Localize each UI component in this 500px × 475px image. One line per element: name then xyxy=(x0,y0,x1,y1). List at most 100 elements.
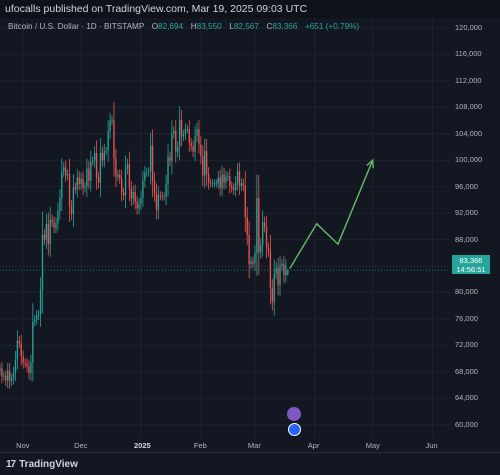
projection-group xyxy=(289,158,374,270)
flag-badge-icon[interactable] xyxy=(288,423,301,436)
projection-arrowhead xyxy=(366,158,374,169)
candle-body xyxy=(223,174,225,183)
candle-body xyxy=(271,287,273,302)
candle-body xyxy=(7,370,9,381)
open-value: 82,694 xyxy=(158,22,184,31)
candle-body xyxy=(138,203,140,209)
candle-body xyxy=(24,362,26,364)
candle-body xyxy=(68,174,71,207)
candle-body xyxy=(211,183,214,185)
candle-body xyxy=(93,152,96,161)
candle-body xyxy=(119,174,121,179)
event-badge-icon[interactable] xyxy=(287,407,301,421)
candle-body xyxy=(122,192,125,196)
candle-body xyxy=(194,135,196,152)
candle-body xyxy=(190,143,192,147)
candle-body xyxy=(287,270,289,275)
candle-body xyxy=(92,160,94,162)
price-tick-label: 120,000 xyxy=(455,22,483,32)
candle-body xyxy=(99,152,102,183)
time-tick-label: Mar xyxy=(247,441,261,450)
candle-body xyxy=(16,340,19,360)
tradingview-logo[interactable]: 17 TradingView xyxy=(6,459,78,470)
close-value: 83,366 xyxy=(272,22,298,31)
candle-body xyxy=(261,222,264,245)
candle-body xyxy=(20,343,22,357)
candle-body xyxy=(256,197,258,253)
candle-body xyxy=(275,268,277,274)
candle-body xyxy=(47,223,49,245)
candle-body xyxy=(159,195,161,197)
candle-body xyxy=(84,186,86,188)
price-tick-label: 60,000 xyxy=(455,419,478,429)
candle-body xyxy=(215,183,217,185)
candle-body xyxy=(34,319,36,322)
time-tick-label: 2025 xyxy=(133,441,151,450)
candle-body xyxy=(111,119,113,121)
candle-body xyxy=(107,131,109,151)
candle-body xyxy=(192,146,194,152)
candle-body xyxy=(142,180,144,198)
candle-body xyxy=(113,119,115,159)
candle-body xyxy=(144,172,146,181)
candle-body xyxy=(217,177,219,184)
candle-body xyxy=(109,120,111,132)
candle-body xyxy=(238,171,241,186)
candle-body xyxy=(126,164,129,169)
candle-body xyxy=(234,182,237,190)
candle-body xyxy=(207,174,210,183)
candle-body xyxy=(37,314,40,316)
candle-body xyxy=(231,186,233,188)
candle-body xyxy=(175,131,177,152)
price-tick-label: 68,000 xyxy=(455,366,478,376)
price-tick-label: 72,000 xyxy=(455,340,478,350)
candle-body xyxy=(80,178,82,185)
candle-body xyxy=(39,289,42,315)
candle-body xyxy=(103,150,105,161)
candle-body xyxy=(43,234,46,240)
candle-body xyxy=(18,340,20,344)
candle-body xyxy=(82,178,84,188)
candle-body xyxy=(182,134,185,137)
time-tick-label: Feb xyxy=(193,441,207,450)
price-tick-label: 100,000 xyxy=(455,155,483,165)
candle-body xyxy=(244,186,246,218)
candle-body xyxy=(171,133,173,161)
time-tick-label: Apr xyxy=(307,441,320,450)
close-label: C xyxy=(266,22,273,31)
projection-path xyxy=(289,159,374,270)
candle-body xyxy=(117,174,119,177)
candle-body xyxy=(36,315,38,320)
candle-body xyxy=(0,368,1,371)
price-tick-label: 64,000 xyxy=(455,393,478,403)
candle-body xyxy=(242,183,245,186)
candle-body xyxy=(1,368,3,377)
candle-body xyxy=(250,261,252,265)
candle-body xyxy=(281,264,283,267)
footer-bar: 17 TradingView xyxy=(0,452,500,475)
candle-body xyxy=(184,129,187,135)
candle-body xyxy=(161,195,163,197)
price-tick-label: 80,000 xyxy=(455,287,478,297)
candle-body xyxy=(233,187,235,190)
candle-body xyxy=(86,168,88,187)
candle-body xyxy=(120,178,123,193)
candle-body xyxy=(277,268,279,286)
low-value: 82,567 xyxy=(233,22,259,31)
candle-body xyxy=(196,129,198,136)
candle-body xyxy=(163,196,165,198)
candle-body xyxy=(3,375,5,377)
time-tick-label: Nov xyxy=(16,441,30,450)
candle-body xyxy=(74,187,76,190)
candle-body xyxy=(188,129,190,144)
candle-body xyxy=(66,174,69,176)
change-value: +651 (+0.79%) xyxy=(304,22,360,31)
candle-body xyxy=(57,211,59,224)
candle-body xyxy=(105,150,107,152)
candle-body xyxy=(26,363,28,367)
price-tick-label: 88,000 xyxy=(455,234,478,244)
candle-body xyxy=(59,197,61,212)
candle-body xyxy=(254,252,256,264)
